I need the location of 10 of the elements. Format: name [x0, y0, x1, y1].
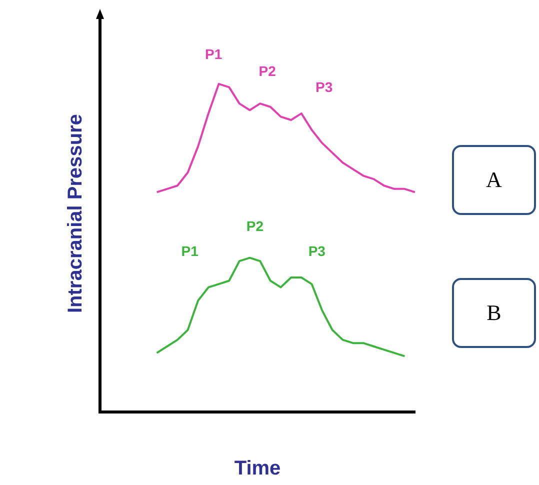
text: A	[452, 145, 536, 215]
annotation: P3	[308, 242, 326, 259]
x-axis-title: Time	[234, 458, 281, 480]
text: P1	[205, 46, 222, 62]
annotation: P3	[316, 78, 333, 95]
annotation: P2	[246, 218, 264, 234]
text: B	[452, 278, 536, 348]
y-axis-title: Intracranial Pressure	[64, 114, 87, 313]
text: P2	[258, 62, 276, 79]
annotation: P1	[181, 242, 199, 259]
